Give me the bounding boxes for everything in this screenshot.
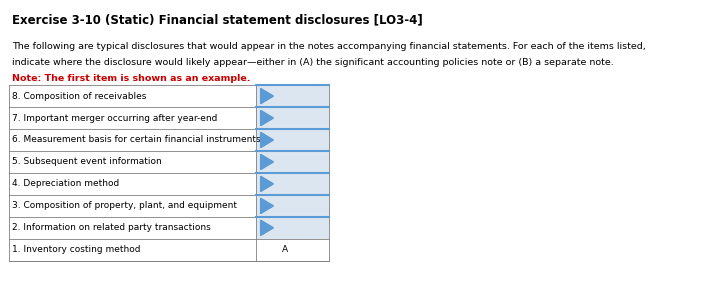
Polygon shape <box>261 110 274 126</box>
Text: 3. Composition of property, plant, and equipment: 3. Composition of property, plant, and e… <box>12 201 237 210</box>
Text: 7. Important merger occurring after year-end: 7. Important merger occurring after year… <box>12 113 218 123</box>
Bar <box>9 195 256 217</box>
Text: 1. Inventory costing method: 1. Inventory costing method <box>12 245 141 254</box>
Bar <box>9 151 256 173</box>
Text: Note: The first item is shown as an example.: Note: The first item is shown as an exam… <box>12 74 250 83</box>
Bar <box>256 151 329 173</box>
Bar <box>9 239 256 261</box>
Polygon shape <box>261 132 274 148</box>
Bar <box>9 173 256 195</box>
Bar <box>9 217 256 239</box>
Polygon shape <box>261 176 274 192</box>
Bar <box>9 129 256 151</box>
Text: 8. Composition of receivables: 8. Composition of receivables <box>12 92 147 101</box>
Bar <box>9 85 256 107</box>
Bar <box>256 129 329 151</box>
Polygon shape <box>261 154 274 170</box>
Polygon shape <box>261 88 274 104</box>
Text: A: A <box>282 245 288 254</box>
Polygon shape <box>261 220 274 235</box>
Bar <box>256 85 329 107</box>
Text: 4. Depreciation method: 4. Depreciation method <box>12 179 119 188</box>
Text: indicate where the disclosure would likely appear—either in (A) the significant : indicate where the disclosure would like… <box>12 58 614 67</box>
Text: Exercise 3-10 (Static) Financial statement disclosures [LO3-4]: Exercise 3-10 (Static) Financial stateme… <box>12 13 423 26</box>
Bar <box>256 107 329 129</box>
Polygon shape <box>261 198 274 213</box>
Text: 2. Information on related party transactions: 2. Information on related party transact… <box>12 223 211 232</box>
Text: 5. Subsequent event information: 5. Subsequent event information <box>12 157 162 167</box>
Bar <box>9 107 256 129</box>
Text: 6. Measurement basis for certain financial instruments: 6. Measurement basis for certain financi… <box>12 135 261 145</box>
Bar <box>256 239 329 261</box>
Bar <box>256 173 329 195</box>
Text: The following are typical disclosures that would appear in the notes accompanyin: The following are typical disclosures th… <box>12 42 646 51</box>
Bar <box>256 195 329 217</box>
Bar <box>256 217 329 239</box>
